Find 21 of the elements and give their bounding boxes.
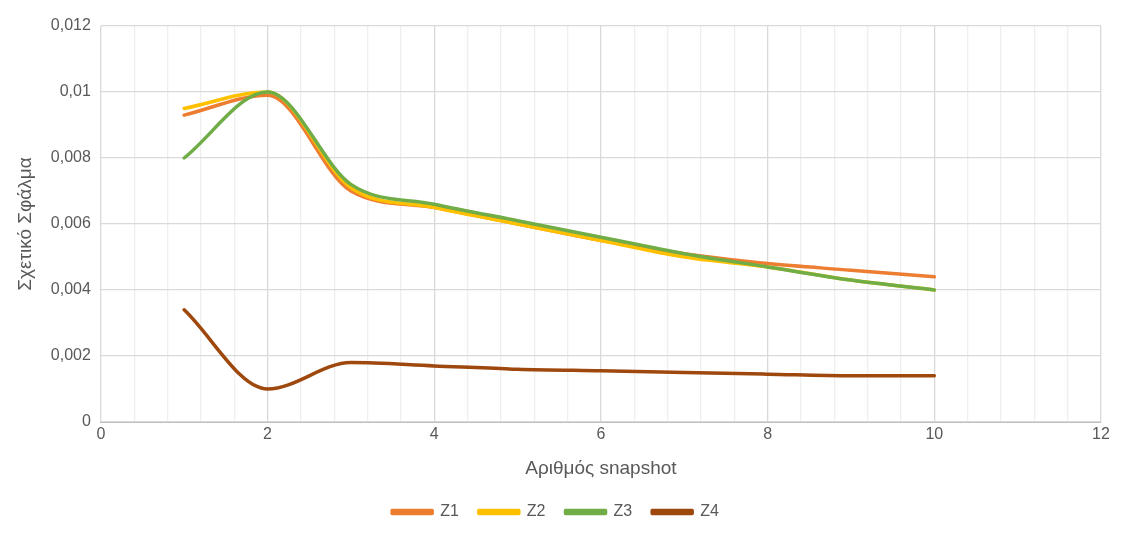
x-axis-title: Αριθμός snapshot [525,456,678,478]
y-tick-label: 0 [81,412,91,430]
y-tick-label: 0,006 [50,214,91,232]
x-tick-label: 2 [263,425,273,443]
y-tick-label: 0,004 [50,280,91,298]
x-tick-label: 6 [596,425,606,443]
legend-label: Z4 [700,502,719,520]
y-tick-label: 0,012 [50,16,91,34]
y-tick-label: 0,002 [50,346,91,364]
legend-label: Z2 [526,502,546,520]
y-axis-title: Σχετικό Σφάλμα [13,157,35,291]
y-tick-label: 0,008 [50,148,91,166]
legend-label: Z3 [613,502,633,520]
y-tick-label: 0,01 [59,82,91,100]
line-series [182,308,937,391]
x-tick-label: 10 [925,425,944,443]
legend-label: Z1 [440,502,459,520]
x-tick-label: 12 [1092,425,1110,443]
x-tick-label: 4 [429,425,439,443]
x-tick-label: 8 [763,425,773,443]
x-tick-label: 0 [96,425,106,443]
